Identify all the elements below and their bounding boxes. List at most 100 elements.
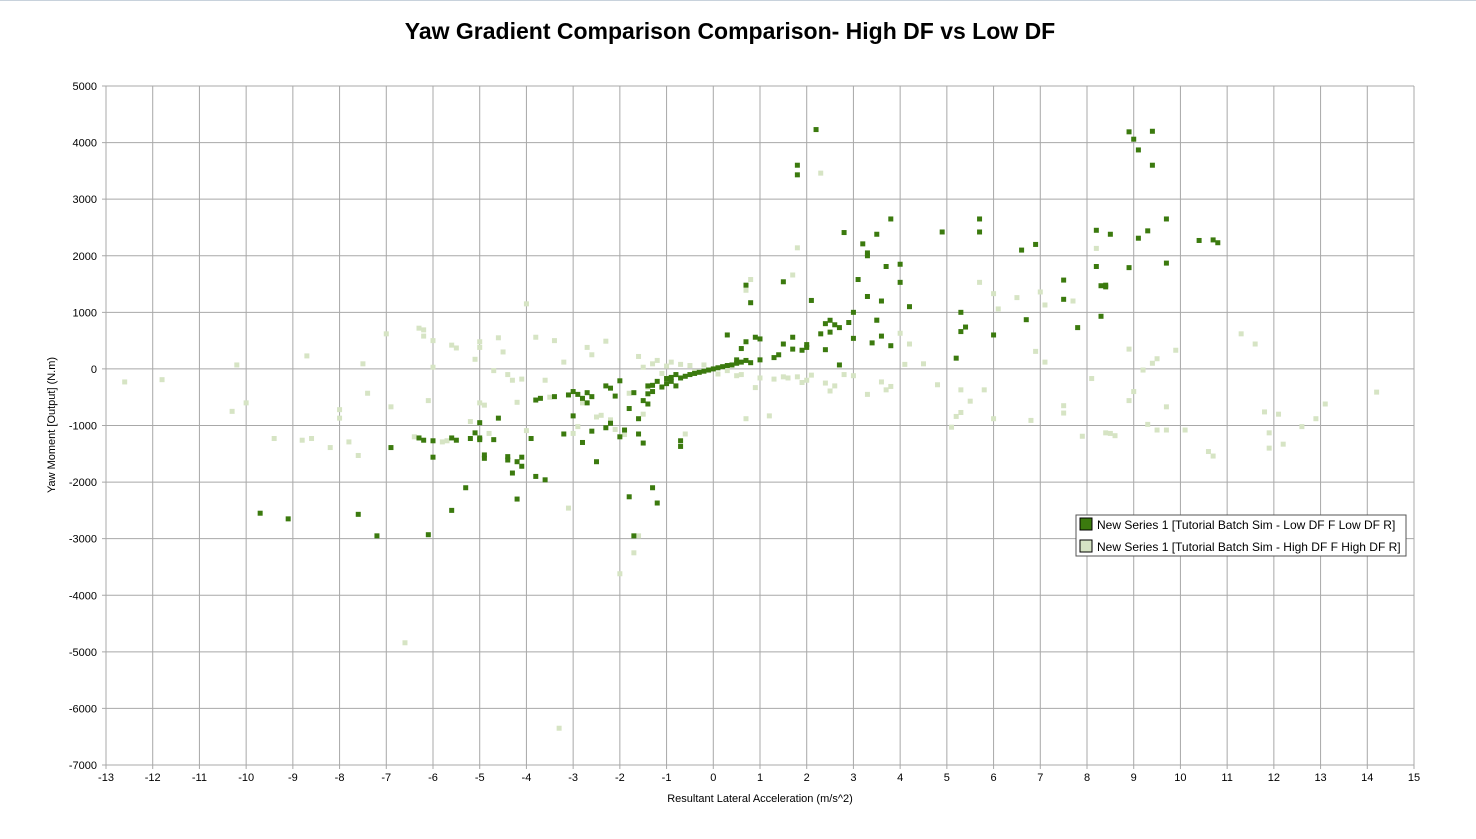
data-points xyxy=(122,127,1380,731)
point-low-df xyxy=(603,383,609,389)
point-high-df xyxy=(570,430,576,436)
point-high-df xyxy=(365,390,371,396)
point-high-df xyxy=(594,414,599,420)
point-low-df xyxy=(864,250,870,256)
point-low-df xyxy=(678,375,684,381)
point-low-df xyxy=(771,355,777,361)
point-high-df xyxy=(579,400,585,406)
point-low-df xyxy=(692,370,698,376)
point-low-df xyxy=(958,309,964,315)
point-high-df xyxy=(533,334,539,340)
point-high-df xyxy=(1173,347,1179,353)
legend-swatch-low-df xyxy=(1079,517,1093,531)
x-tick-label: 5 xyxy=(944,772,950,784)
point-low-df xyxy=(584,400,590,406)
point-high-df xyxy=(1089,376,1095,382)
point-low-df xyxy=(724,332,730,338)
x-tick-label: 8 xyxy=(1084,772,1090,784)
point-low-df xyxy=(636,416,642,422)
point-low-df xyxy=(537,395,543,401)
point-low-df xyxy=(645,391,651,397)
point-high-df xyxy=(612,426,618,432)
chart-title: Yaw Gradient Comparison Comparison- High… xyxy=(404,18,1056,44)
point-low-df xyxy=(953,355,959,361)
point-high-df xyxy=(416,325,422,331)
point-low-df xyxy=(636,431,642,437)
point-high-df xyxy=(659,370,665,376)
legend-label-low-df: New Series 1 [Tutorial Batch Sim - Low D… xyxy=(1097,518,1395,532)
point-low-df xyxy=(780,279,786,285)
point-low-df xyxy=(519,463,525,469)
point-high-df xyxy=(1238,331,1244,337)
point-low-df xyxy=(832,322,838,328)
point-high-df xyxy=(589,352,595,358)
point-low-df xyxy=(355,511,361,517)
point-high-df xyxy=(271,436,277,442)
point-high-df xyxy=(472,356,478,362)
point-low-df xyxy=(1093,227,1099,233)
point-high-df xyxy=(523,301,529,307)
point-low-df xyxy=(860,241,866,247)
point-high-df xyxy=(995,306,1001,312)
point-low-df xyxy=(626,494,632,500)
point-high-df xyxy=(411,434,417,440)
point-low-df xyxy=(285,516,291,522)
point-low-df xyxy=(514,459,520,465)
point-low-df xyxy=(743,339,749,345)
point-high-df xyxy=(355,452,361,458)
point-high-df xyxy=(608,417,614,423)
point-low-df xyxy=(1163,260,1169,266)
point-high-df xyxy=(790,272,796,278)
point-low-df xyxy=(757,357,763,363)
x-tick-label: 7 xyxy=(1037,772,1043,784)
point-low-df xyxy=(425,532,431,538)
x-tick-label: 12 xyxy=(1268,772,1280,784)
point-low-df xyxy=(752,334,758,340)
point-high-df xyxy=(888,383,894,389)
point-low-df xyxy=(883,264,889,270)
point-low-df xyxy=(748,300,754,306)
x-tick-label: 4 xyxy=(897,772,903,784)
x-tick-label: 13 xyxy=(1314,772,1326,784)
point-low-df xyxy=(869,340,875,346)
point-high-df xyxy=(622,432,628,438)
y-tick-label: 2000 xyxy=(73,251,97,263)
x-tick-label: 11 xyxy=(1221,772,1232,784)
point-high-df xyxy=(1140,367,1146,373)
point-high-df xyxy=(1131,389,1137,395)
point-low-df xyxy=(874,231,880,237)
point-low-df xyxy=(818,331,824,337)
x-tick-label: -1 xyxy=(662,772,672,784)
point-high-df xyxy=(477,339,483,345)
point-high-df xyxy=(818,170,824,176)
point-high-df xyxy=(1205,449,1211,455)
x-tick-label: -11 xyxy=(192,772,207,784)
y-tick-label: 3000 xyxy=(73,194,97,206)
point-low-df xyxy=(1210,237,1216,243)
point-high-df xyxy=(668,359,674,365)
point-low-df xyxy=(780,341,786,347)
point-low-df xyxy=(874,317,880,323)
point-low-df xyxy=(804,342,810,348)
point-high-df xyxy=(575,424,581,430)
point-low-df xyxy=(1107,231,1113,237)
point-low-df xyxy=(453,437,459,443)
point-high-df xyxy=(505,372,511,378)
point-low-df xyxy=(1019,247,1025,253)
point-high-df xyxy=(883,387,889,393)
point-high-df xyxy=(822,380,828,386)
point-high-df xyxy=(743,416,749,422)
point-high-df xyxy=(780,374,786,380)
point-high-df xyxy=(309,436,315,442)
point-high-df xyxy=(584,344,590,350)
point-low-df xyxy=(734,360,740,366)
point-high-df xyxy=(636,353,642,359)
point-high-df xyxy=(626,390,632,396)
point-high-df xyxy=(495,335,501,341)
point-low-df xyxy=(421,437,427,443)
legend-swatch-high-df xyxy=(1079,539,1093,553)
point-low-df xyxy=(481,455,487,461)
point-low-df xyxy=(1098,313,1104,319)
y-tick-label: -5000 xyxy=(69,647,97,659)
y-tick-label: -4000 xyxy=(69,590,97,602)
